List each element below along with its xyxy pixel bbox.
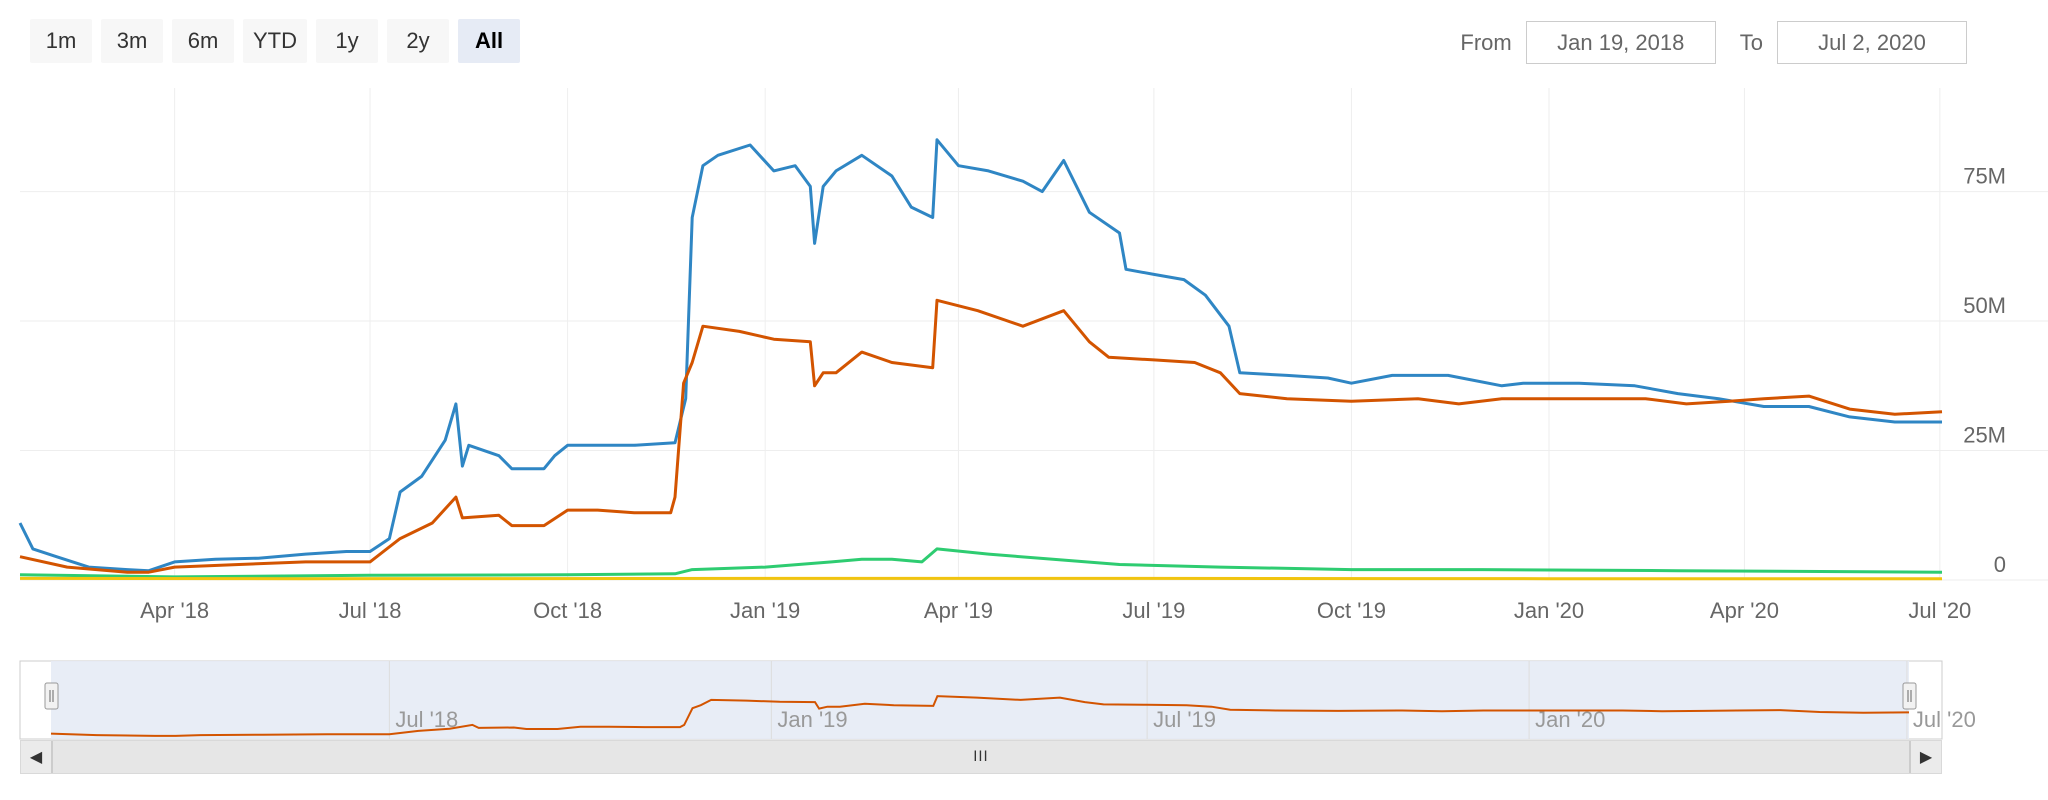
x-tick-label: Apr '20	[1710, 598, 1779, 623]
navigator-handle-left[interactable]	[44, 682, 59, 710]
series-line-1[interactable]	[18, 138, 1942, 573]
series-layer	[18, 138, 1943, 581]
scrollbar-grip: III	[973, 749, 989, 765]
series-line-3[interactable]	[19, 547, 1943, 579]
x-tick-label: Jan '19	[730, 598, 800, 623]
navigator-x-axis: Jul '18 Jan '19 Jul '19 Jan '20 Jul '20	[395, 707, 1975, 732]
x-tick-label: Jul '20	[1908, 598, 1971, 623]
series-line-2[interactable]	[19, 298, 1943, 574]
scrollbar[interactable]: ◀ III ▶	[20, 740, 1942, 774]
x-tick-label: Apr '19	[924, 598, 993, 623]
date-range: From To	[1460, 21, 1967, 64]
x-axis: Apr '18 Jul '18 Oct '18 Jan '19 Apr '19 Jul '…	[140, 598, 1971, 623]
x-tick-label: Apr '18	[140, 598, 209, 623]
x-tick-label: Jul '19	[1122, 598, 1185, 623]
range-button-1m[interactable]: 1m	[30, 19, 92, 63]
y-tick-label: 25M	[1963, 423, 2006, 448]
y-tick-label: 0	[1994, 552, 2006, 577]
navigator-series-line	[50, 695, 1910, 737]
navigator-tick-label: Jul '20	[1913, 707, 1976, 732]
scrollbar-thumb[interactable]: III	[52, 741, 1910, 773]
navigator[interactable]: Jul '18 Jan '19 Jul '19 Jan '20 Jul '20	[0, 655, 2048, 740]
from-date-input[interactable]	[1525, 21, 1716, 64]
x-tick-label: Jul '18	[339, 598, 402, 623]
to-label: To	[1739, 29, 1763, 55]
range-button-3m[interactable]: 3m	[101, 19, 163, 63]
navigator-handle-right[interactable]	[1902, 682, 1917, 710]
navigator-tick-label: Jan '19	[777, 707, 847, 732]
x-tick-label: Oct '19	[1317, 598, 1386, 623]
chevron-left-icon[interactable]: ◀	[21, 741, 52, 773]
navigator-grid	[388, 661, 1908, 739]
navigator-tick-label: Jul '19	[1153, 707, 1216, 732]
navigator-tick-label: Jan '20	[1535, 707, 1605, 732]
chevron-right-icon[interactable]: ▶	[1910, 741, 1941, 773]
range-button-1y[interactable]: 1y	[316, 19, 378, 63]
x-tick-label: Jan '20	[1514, 598, 1584, 623]
navigator-tick-label: Jul '18	[395, 707, 458, 732]
y-axis: 0 25M 50M 75M	[1963, 164, 2006, 577]
y-tick-label: 75M	[1963, 164, 2006, 189]
range-button-all[interactable]: All	[458, 19, 520, 63]
main-chart[interactable]: Apr '18 Jul '18 Oct '18 Jan '19 Apr '19 Jul '…	[0, 80, 2048, 640]
navigator-selection[interactable]	[51, 661, 1909, 739]
x-tick-label: Oct '18	[533, 598, 602, 623]
from-label: From	[1460, 29, 1512, 55]
to-date-input[interactable]	[1777, 21, 1967, 64]
range-button-6m[interactable]: 6m	[172, 19, 234, 63]
range-selector: 1m 3m 6m YTD 1y 2y All	[30, 19, 520, 63]
y-tick-label: 50M	[1963, 293, 2006, 318]
range-button-ytd[interactable]: YTD	[243, 19, 307, 63]
navigator-series	[50, 695, 1910, 737]
range-button-2y[interactable]: 2y	[387, 19, 449, 63]
grid-layer	[20, 88, 2048, 581]
